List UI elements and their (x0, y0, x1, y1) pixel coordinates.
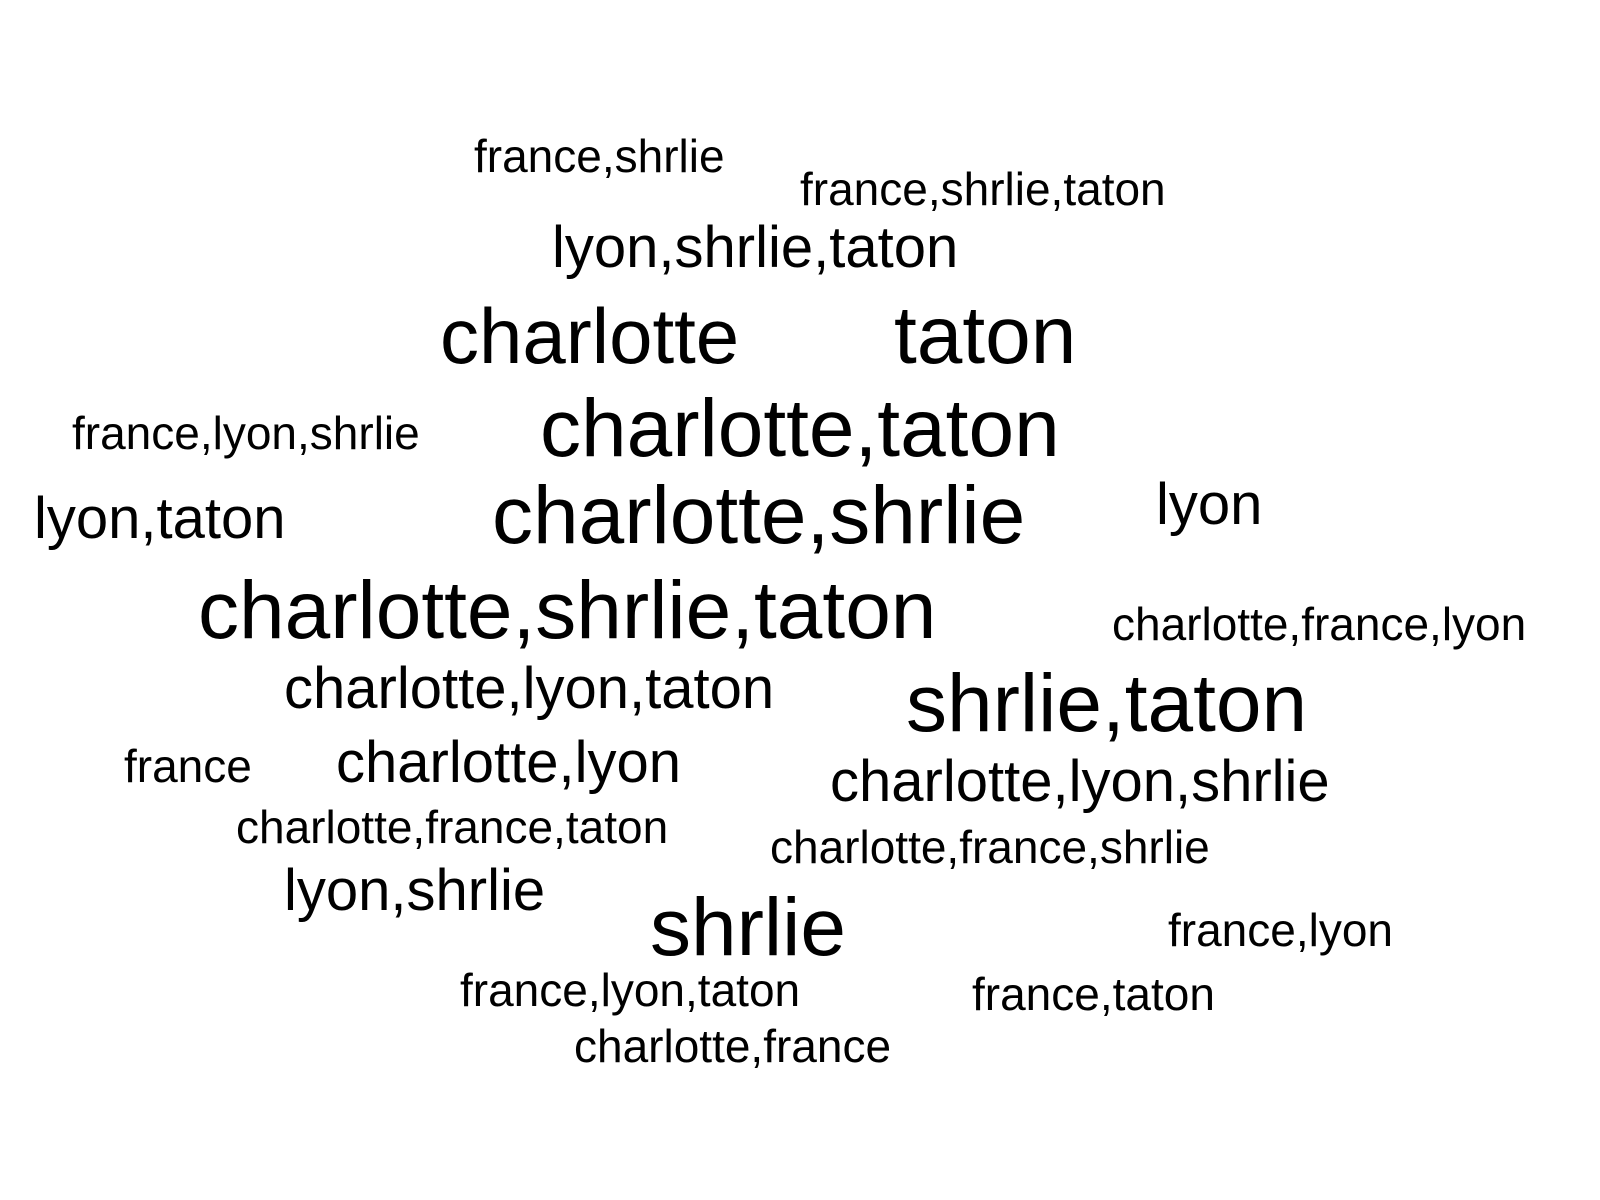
word-charlotte-lyon-taton: charlotte,lyon,taton (284, 656, 775, 721)
word-charlotte-lyon-shrlie: charlotte,lyon,shrlie (830, 749, 1330, 814)
word-charlotte-france: charlotte,france (574, 1020, 892, 1072)
word-charlotte-france-lyon: charlotte,france,lyon (1112, 598, 1527, 650)
word-charlotte-france-shrlie: charlotte,france,shrlie (770, 821, 1210, 873)
word-france-lyon: france,lyon (1168, 904, 1394, 956)
word-taton: taton (894, 290, 1077, 381)
word-shrlie-taton: shrlie,taton (906, 658, 1308, 749)
word-lyon-shrlie-taton: lyon,shrlie,taton (552, 215, 959, 280)
word-lyon: lyon (1156, 472, 1263, 537)
word-charlotte-lyon: charlotte,lyon (336, 730, 681, 795)
word-charlotte: charlotte (440, 292, 740, 380)
word-france-taton: france,taton (972, 968, 1215, 1020)
word-charlotte-france-taton: charlotte,france,taton (236, 801, 669, 853)
word-shrlie: shrlie (650, 882, 846, 973)
word-france-lyon-shrlie: france,lyon,shrlie (72, 407, 420, 459)
word-charlotte-taton: charlotte,taton (540, 383, 1060, 474)
word-france-lyon-taton: france,lyon,taton (460, 964, 801, 1016)
word-france: france (124, 740, 252, 792)
word-lyon-taton: lyon,taton (34, 486, 286, 551)
word-france-shrlie-taton: france,shrlie,taton (800, 163, 1166, 215)
word-charlotte-shrlie: charlotte,shrlie (492, 470, 1026, 561)
word-lyon-shrlie: lyon,shrlie (284, 858, 546, 923)
word-charlotte-shrlie-taton: charlotte,shrlie,taton (198, 565, 937, 656)
word-france-shrlie: france,shrlie (474, 130, 725, 182)
